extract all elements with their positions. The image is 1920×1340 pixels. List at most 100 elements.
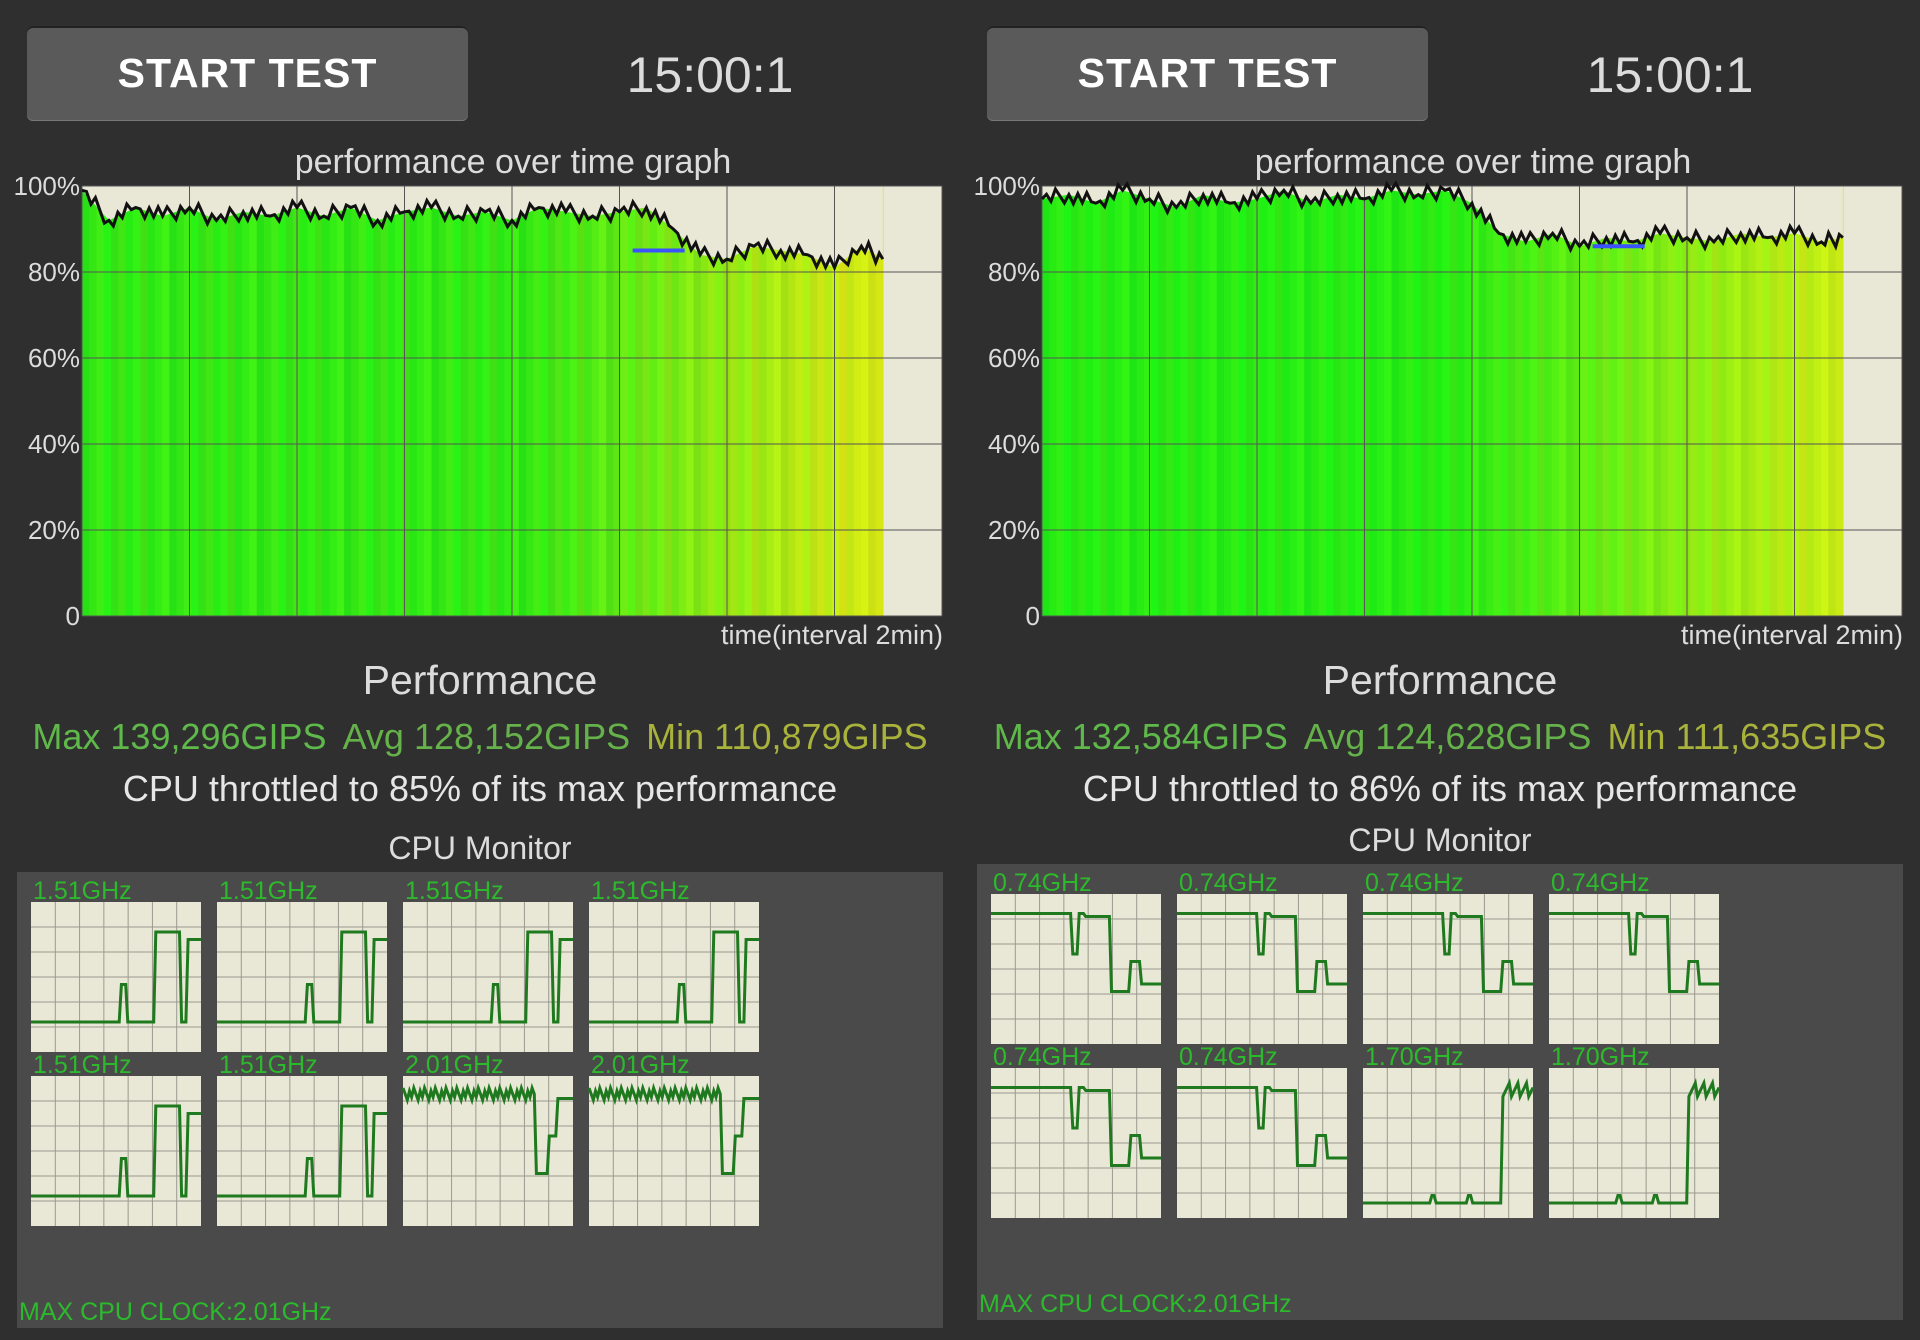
performance-bar [686, 186, 695, 616]
performance-bar [264, 186, 272, 616]
performance-bar [1267, 186, 1276, 616]
performance-bar [628, 186, 636, 616]
core-frequency-line [217, 930, 387, 1024]
performance-bar [1282, 186, 1291, 616]
core-frequency-line [1177, 1086, 1347, 1167]
performance-bar [693, 186, 702, 616]
graph-title: performance over time graph [294, 143, 732, 181]
performance-bar [1806, 186, 1815, 616]
performance-bar [1588, 186, 1596, 616]
performance-bar [1340, 186, 1349, 616]
performance-bar [213, 186, 221, 616]
performance-bar [387, 186, 396, 616]
performance-bar [1711, 186, 1720, 616]
performance-bar [1675, 186, 1684, 616]
left-panel: START TEST 15:00:1 performance over time… [14, 26, 943, 1328]
performance-bar [496, 186, 505, 616]
performance-bar [300, 186, 309, 616]
y-tick-label: 100% [14, 171, 81, 201]
performance-bar [1493, 186, 1502, 616]
performance-bar [1274, 186, 1283, 616]
performance-bar [526, 186, 535, 616]
performance-bar [1813, 186, 1822, 616]
performance-bar [1755, 186, 1764, 616]
avg-gips: Avg 124,628GIPS [1303, 716, 1592, 757]
performance-bar [715, 186, 724, 616]
performance-bar [314, 186, 323, 616]
performance-bar [511, 186, 520, 616]
performance-bar [1558, 186, 1567, 616]
y-tick-label: 20% [28, 515, 80, 545]
core-frequency-line [991, 1086, 1161, 1167]
performance-bar [1143, 186, 1152, 616]
performance-bar [1078, 186, 1087, 616]
performance-bar [1442, 186, 1451, 616]
performance-bar [1136, 186, 1145, 616]
performance-bar [256, 186, 265, 616]
performance-bar [402, 186, 411, 616]
performance-bar [555, 186, 564, 616]
cpu-monitor: 1.51GHz 1.51GHz 1.51GHz 1.51GHz 1.51GHz 1.51G… [17, 872, 943, 1328]
core-frequency-label: 1.51GHz [405, 877, 504, 905]
core-frequency-label: 1.51GHz [33, 1051, 132, 1079]
y-tick-label: 40% [988, 429, 1040, 459]
performance-graph: 100% 80% 60% 40% 20% 0 [974, 171, 1903, 630]
core-frequency-label: 1.70GHz [1365, 1043, 1464, 1071]
performance-bar [89, 186, 98, 616]
performance-bar [1063, 186, 1072, 616]
performance-bar [1733, 186, 1742, 616]
performance-bar [708, 186, 717, 616]
performance-bar [1042, 186, 1050, 616]
performance-bar [577, 186, 585, 616]
core-frequency-label: 1.51GHz [219, 877, 318, 905]
performance-bar [1202, 186, 1211, 616]
y-tick-label: 60% [28, 343, 80, 373]
performance-bar [1362, 186, 1371, 616]
performance-bar [1537, 186, 1545, 616]
performance-bar [518, 186, 527, 616]
start-test-button[interactable]: START TEST [987, 26, 1428, 121]
performance-bar [103, 186, 112, 616]
performance-bar [635, 186, 644, 616]
performance-bar [183, 186, 192, 616]
core-frequency-label: 1.51GHz [33, 877, 132, 905]
performance-bar [242, 186, 251, 616]
performance-bar [1624, 186, 1633, 616]
core-frequency-label: 1.51GHz [219, 1051, 318, 1079]
cpu-monitor-grid: 1.51GHz 1.51GHz 1.51GHz 1.51GHz 1.51GHz 1.51G… [31, 877, 759, 1226]
performance-bar [1529, 186, 1538, 616]
performance-bar [569, 186, 578, 616]
max-gips: Max 139,296GIPS [32, 716, 327, 757]
performance-bar [416, 186, 425, 616]
performance-bar [1471, 186, 1480, 616]
performance-bar [657, 186, 666, 616]
performance-bar [1369, 186, 1378, 616]
performance-bar [1311, 186, 1320, 616]
performance-bar [1500, 186, 1509, 616]
performance-bar [817, 186, 826, 616]
performance-bar [1631, 186, 1640, 616]
performance-bar [1180, 186, 1189, 616]
performance-bar [1799, 186, 1808, 616]
performance-bar [1318, 186, 1327, 616]
performance-bar [1726, 186, 1735, 616]
plot-background-above-line [82, 186, 883, 268]
cpu-monitor-grid: 0.74GHz 0.74GHz 0.74GHz 0.74GHz 0.74GHz 0.74G… [991, 869, 1721, 1218]
performance-bar [249, 186, 258, 616]
start-test-button[interactable]: START TEST [27, 26, 468, 121]
performance-bar [1391, 186, 1400, 616]
performance-bar [489, 186, 498, 616]
performance-bar [1406, 186, 1414, 616]
performance-bar [424, 186, 433, 616]
performance-bar [1653, 186, 1662, 616]
performance-bar [1427, 186, 1436, 616]
performance-bar [1486, 186, 1495, 616]
performance-bar [700, 186, 709, 616]
performance-bar [1304, 186, 1312, 616]
performance-bar [853, 186, 862, 616]
performance-bar [1762, 186, 1771, 616]
core-frequency-label: 2.01GHz [405, 1051, 504, 1079]
cpu-monitor-title: CPU Monitor [388, 830, 572, 866]
performance-bar [438, 186, 447, 616]
performance-bar [1158, 186, 1167, 616]
